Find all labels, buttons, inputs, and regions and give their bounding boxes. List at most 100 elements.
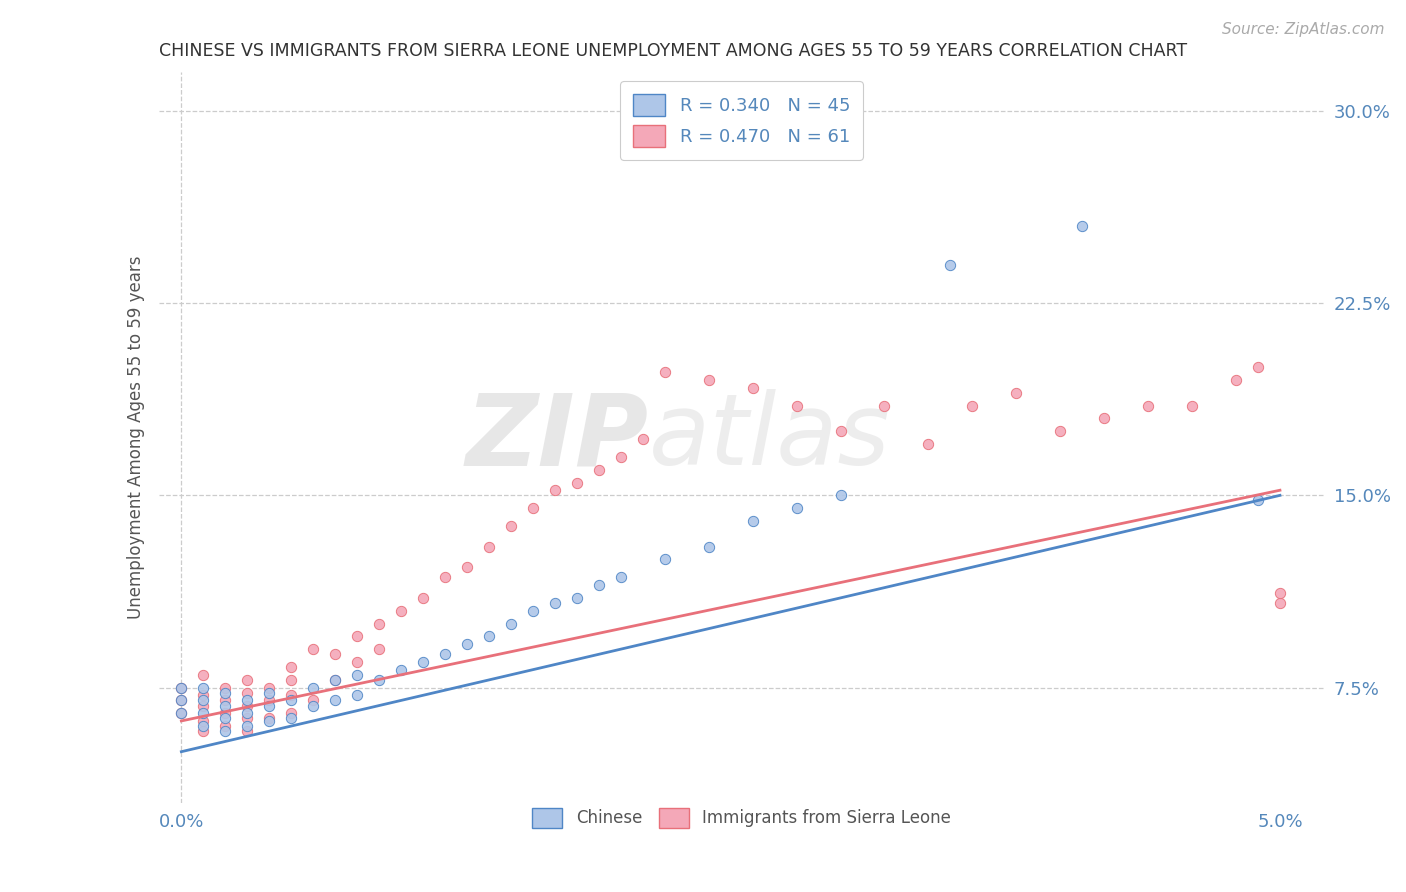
Point: [786, 399, 808, 413]
Point: [346, 655, 368, 669]
Point: [214, 681, 236, 695]
Point: [1181, 399, 1204, 413]
Point: [610, 450, 633, 464]
Point: [214, 686, 236, 700]
Point: [522, 604, 544, 618]
Point: [499, 616, 522, 631]
Point: [346, 688, 368, 702]
Point: [368, 642, 391, 657]
Point: [236, 706, 259, 721]
Point: [654, 552, 676, 566]
Point: [1137, 399, 1160, 413]
Point: [170, 681, 193, 695]
Point: [214, 724, 236, 739]
Point: [302, 642, 325, 657]
Point: [873, 399, 896, 413]
Point: [1071, 219, 1094, 234]
Point: [193, 714, 215, 728]
Point: [588, 578, 610, 592]
Y-axis label: Unemployment Among Ages 55 to 59 years: Unemployment Among Ages 55 to 59 years: [128, 256, 145, 619]
Point: [522, 501, 544, 516]
Point: [1268, 586, 1291, 600]
Point: [257, 681, 280, 695]
Point: [962, 399, 984, 413]
Point: [654, 365, 676, 379]
Point: [1268, 596, 1291, 610]
Point: [412, 655, 434, 669]
Point: [236, 719, 259, 733]
Point: [280, 711, 302, 725]
Point: [786, 501, 808, 516]
Point: [434, 570, 457, 584]
Point: [257, 714, 280, 728]
Point: [346, 629, 368, 643]
Point: [939, 258, 962, 272]
Point: [280, 660, 302, 674]
Point: [214, 719, 236, 733]
Point: [193, 681, 215, 695]
Point: [170, 693, 193, 707]
Text: atlas: atlas: [648, 389, 890, 486]
Point: [741, 381, 763, 395]
Point: [257, 686, 280, 700]
Point: [478, 540, 501, 554]
Point: [214, 693, 236, 707]
Point: [1092, 411, 1115, 425]
Point: [257, 711, 280, 725]
Point: [565, 475, 588, 490]
Point: [236, 724, 259, 739]
Point: [741, 514, 763, 528]
Point: [193, 724, 215, 739]
Point: [280, 673, 302, 687]
Point: [917, 437, 939, 451]
Point: [1005, 385, 1028, 400]
Point: [346, 667, 368, 681]
Point: [434, 648, 457, 662]
Point: [193, 688, 215, 702]
Point: [170, 706, 193, 721]
Point: [544, 596, 567, 610]
Point: [368, 673, 391, 687]
Point: [170, 706, 193, 721]
Point: [368, 616, 391, 631]
Point: [830, 488, 852, 502]
Point: [1225, 373, 1247, 387]
Point: [697, 373, 720, 387]
Point: [170, 681, 193, 695]
Point: [214, 706, 236, 721]
Point: [323, 693, 346, 707]
Point: [236, 686, 259, 700]
Point: [302, 681, 325, 695]
Point: [588, 463, 610, 477]
Point: [193, 667, 215, 681]
Point: [830, 425, 852, 439]
Point: [412, 591, 434, 605]
Point: [257, 698, 280, 713]
Point: [389, 604, 412, 618]
Point: [193, 693, 215, 707]
Point: [456, 560, 478, 574]
Point: [302, 698, 325, 713]
Point: [389, 663, 412, 677]
Point: [1049, 425, 1071, 439]
Point: [565, 591, 588, 605]
Point: [499, 519, 522, 533]
Text: ZIP: ZIP: [465, 389, 648, 486]
Point: [257, 693, 280, 707]
Point: [610, 570, 633, 584]
Point: [236, 698, 259, 713]
Point: [456, 637, 478, 651]
Point: [323, 648, 346, 662]
Point: [193, 706, 215, 721]
Point: [478, 629, 501, 643]
Point: [697, 540, 720, 554]
Point: [544, 483, 567, 498]
Point: [214, 711, 236, 725]
Point: [280, 688, 302, 702]
Point: [193, 719, 215, 733]
Point: [236, 693, 259, 707]
Point: [214, 698, 236, 713]
Point: [323, 673, 346, 687]
Point: [1247, 360, 1270, 375]
Point: [280, 706, 302, 721]
